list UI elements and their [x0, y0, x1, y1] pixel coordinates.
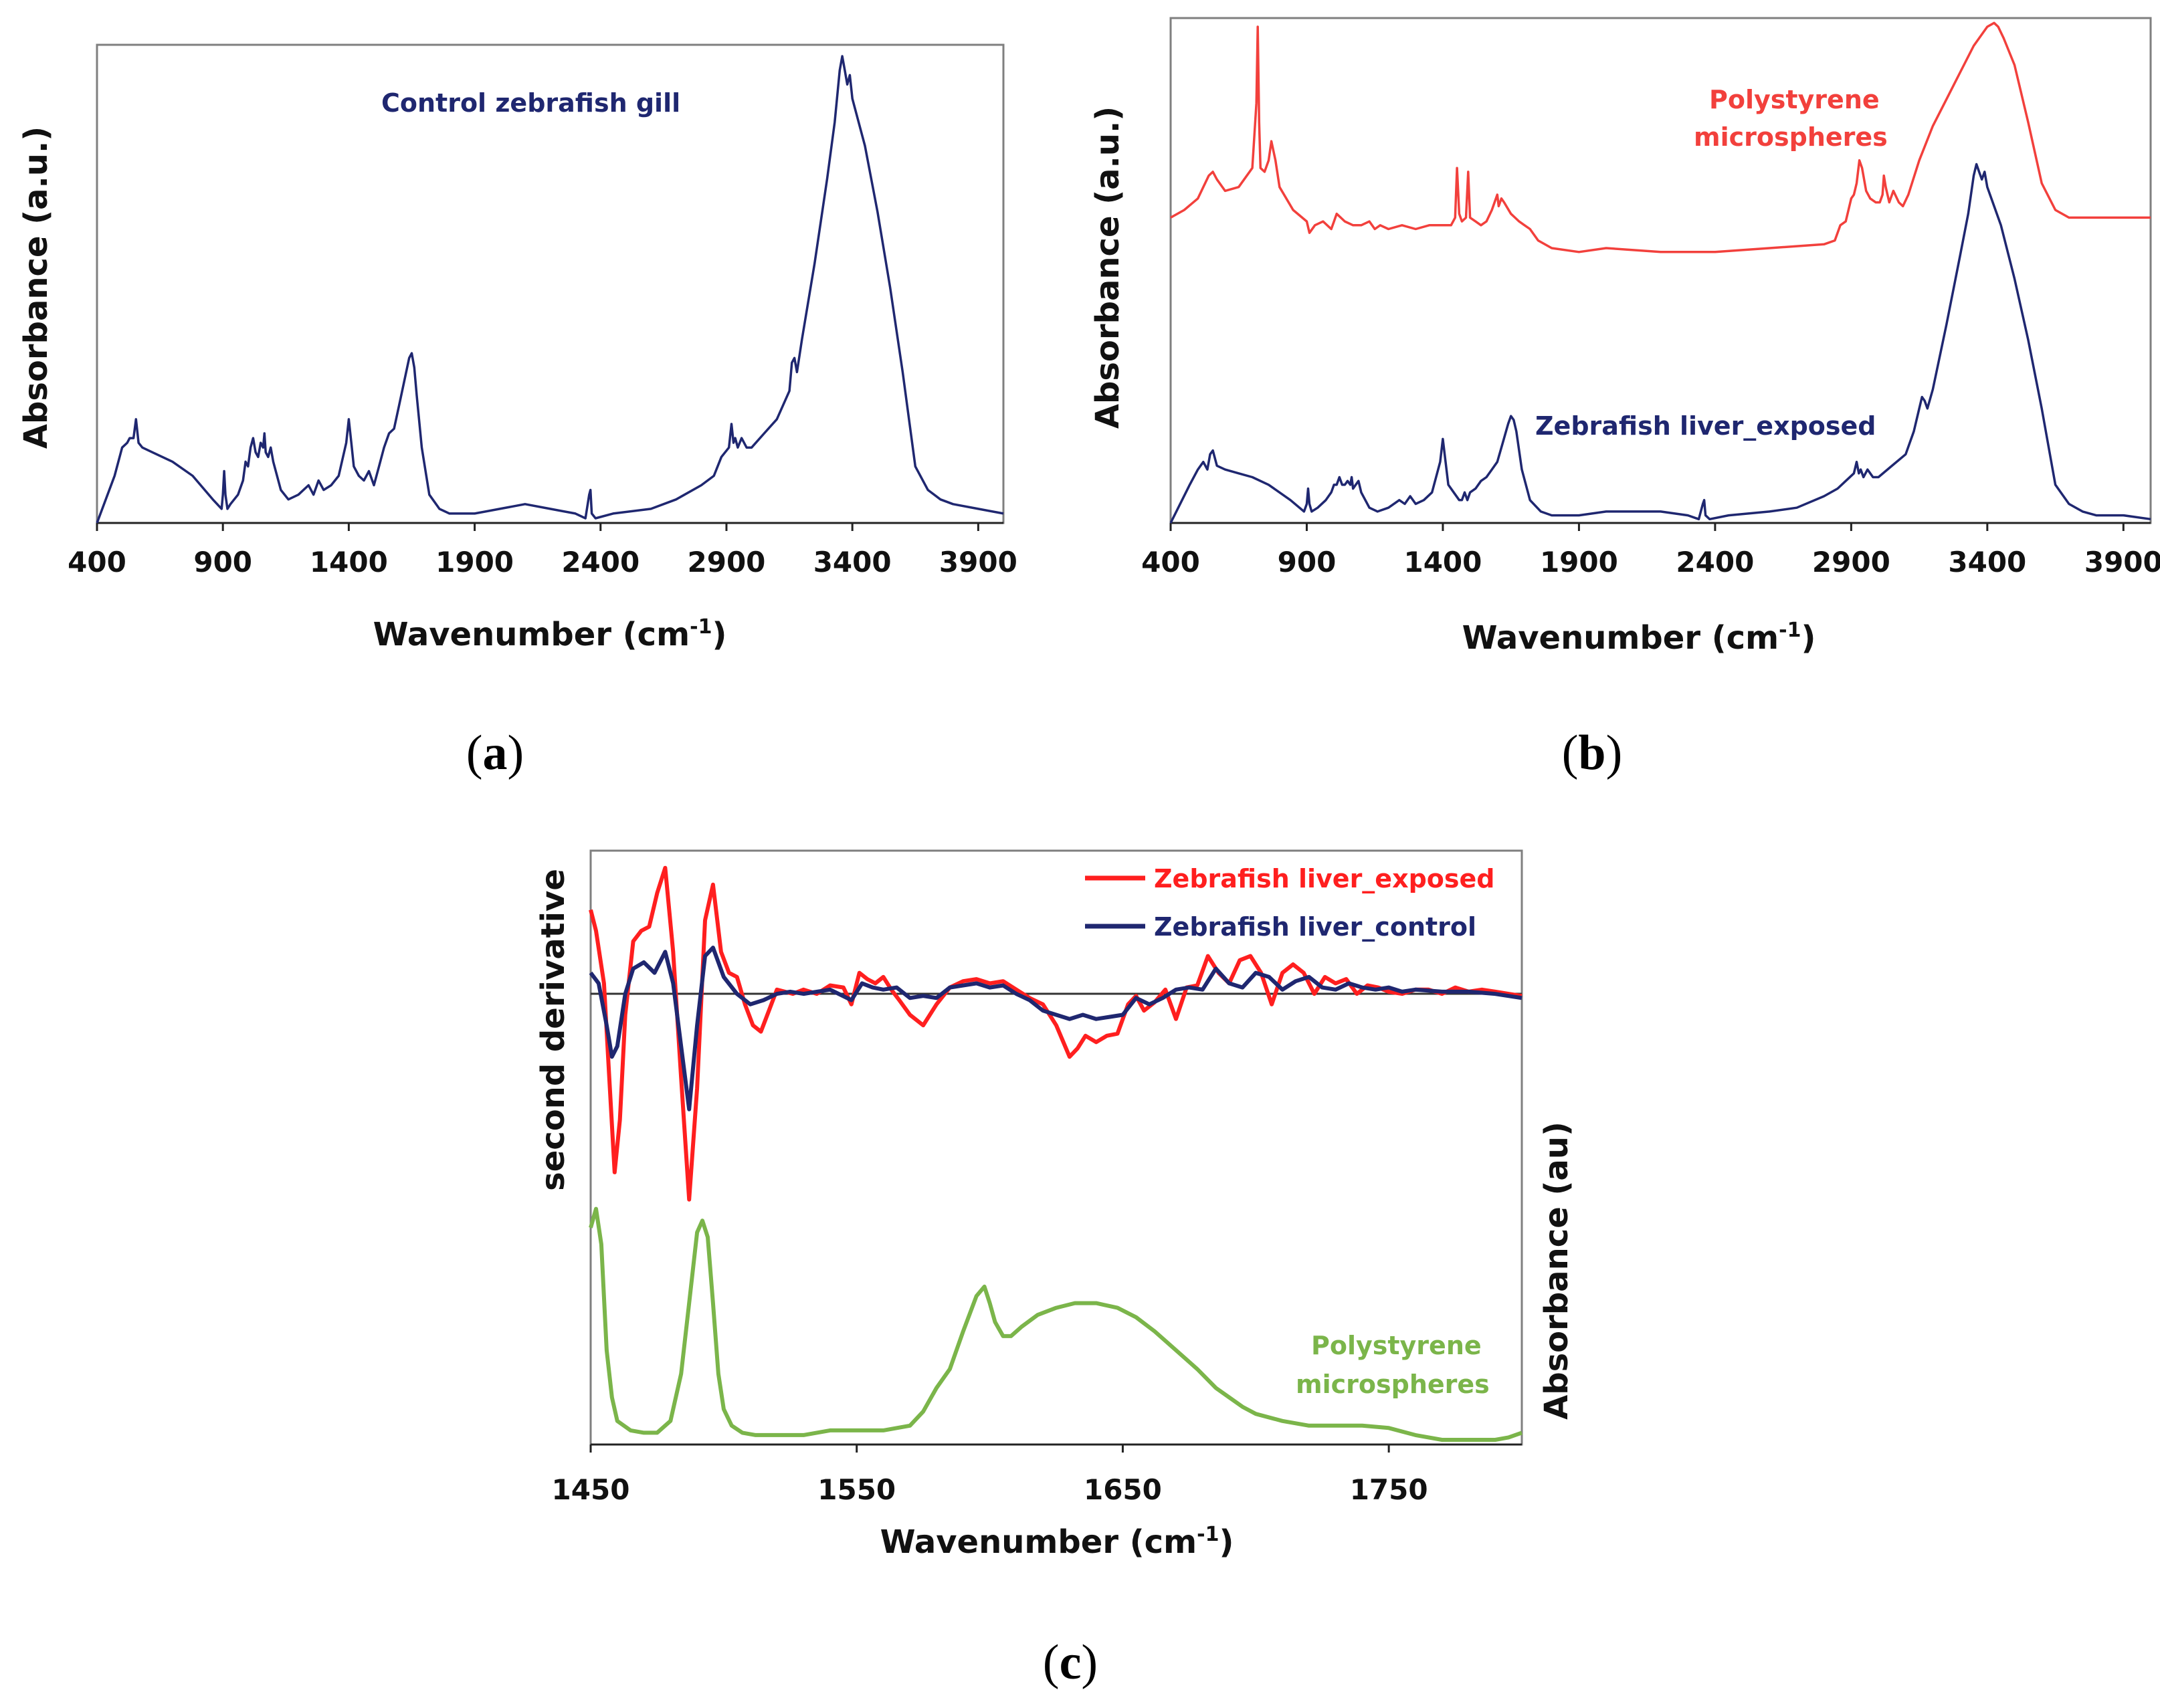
panel-c-legend-label-control: Zebrafish liver_control	[1154, 912, 1476, 942]
panel-c-legend-label-exposed: Zebrafish liver_exposed	[1154, 864, 1495, 893]
panel-c-x-tick-labels: 1450 1550 1650 1750	[552, 1473, 1428, 1506]
panel-b-y-axis-title: Absorbance (a.u.)	[1089, 106, 1126, 429]
panel-b-tick-label-900: 900	[1278, 546, 1337, 578]
panel-a-x-ticks	[96, 523, 979, 531]
panel-c-annotation-polystyrene-2: microspheres	[1296, 1370, 1490, 1399]
panel-c-y-axis-title-right: Absorbance (au)	[1538, 1122, 1575, 1420]
panel-c-x-ticks	[589, 1445, 1390, 1453]
panel-b-x-ticks	[1169, 523, 2125, 531]
panel-b-plot-frame	[1169, 17, 2152, 524]
panel-a-tick-label-900: 900	[193, 546, 252, 578]
panel-c-y-axis-title-left: second derivative	[534, 869, 572, 1191]
panel-c-legend: Zebrafish liver_exposed Zebrafish liver_…	[1085, 864, 1495, 942]
panel-a-tick-label-3900: 3900	[939, 546, 1017, 578]
panel-c: 1450 1550 1650 1750 Zebrafish liver_exposed…	[534, 849, 1575, 1690]
panel-c-series-polystyrene	[589, 1206, 1523, 1442]
panel-b-series-liver-exposed	[1169, 163, 2151, 524]
panel-a-y-axis-title: Absorbance (a.u.)	[17, 126, 55, 449]
panel-a-series-control-gill	[96, 55, 1004, 524]
panel-b: 400 900 1400 1900 2400 2900 3400 3900 Polystyre…	[1089, 17, 2160, 780]
panel-c-tick-label-1750: 1750	[1350, 1473, 1428, 1506]
panel-a-x-tick-labels: 400 900 1400 1900 2400 2900 3400 3900	[68, 546, 1017, 578]
panel-a-tick-label-2900: 2900	[688, 546, 766, 578]
panel-b-annotation-liver-exposed: Zebrafish liver_exposed	[1535, 411, 1876, 441]
panel-a-label: (a)	[466, 726, 524, 780]
panel-a-tick-label-3400: 3400	[813, 546, 892, 578]
panel-a-tick-label-1900: 1900	[435, 546, 514, 578]
panel-c-tick-label-1450: 1450	[552, 1473, 630, 1506]
panel-b-tick-label-400: 400	[1141, 546, 1200, 578]
panel-b-label: (b)	[1562, 726, 1622, 780]
panel-c-series-liver-control	[589, 946, 1523, 1111]
panel-a-tick-label-400: 400	[68, 546, 126, 578]
panel-b-annotation-polystyrene-2: microspheres	[1694, 122, 1888, 152]
panel-c-tick-label-1650: 1650	[1084, 1473, 1162, 1506]
panel-b-x-axis-title: Wavenumber (cm-1)	[1462, 619, 1816, 657]
panel-b-tick-label-3400: 3400	[1948, 546, 2026, 578]
panel-c-tick-label-1550: 1550	[817, 1473, 896, 1506]
panel-c-series-liver-exposed	[589, 865, 1523, 1202]
panel-b-tick-label-2400: 2400	[1676, 546, 1754, 578]
panel-b-tick-label-1900: 1900	[1540, 546, 1618, 578]
panel-c-x-axis-title: Wavenumber (cm-1)	[880, 1523, 1234, 1561]
panel-b-annotation-polystyrene-1: Polystyrene	[1709, 85, 1880, 114]
panel-c-label: (c)	[1043, 1635, 1098, 1690]
panel-c-annotation-polystyrene-1: Polystyrene	[1311, 1331, 1482, 1360]
panel-a-x-axis-title: Wavenumber (cm-1)	[373, 615, 727, 653]
panel-a-tick-label-1400: 1400	[310, 546, 388, 578]
panel-b-tick-label-3900: 3900	[2084, 546, 2160, 578]
panel-a-tick-label-2400: 2400	[561, 546, 640, 578]
panel-b-series-polystyrene	[1170, 21, 2151, 253]
panel-a: 400 900 1400 1900 2400 2900 3400 3900 Control z…	[17, 43, 1017, 780]
panel-b-tick-label-2900: 2900	[1812, 546, 1890, 578]
panel-b-x-tick-labels: 400 900 1400 1900 2400 2900 3400 3900	[1141, 546, 2160, 578]
panel-a-annotation-control-gill: Control zebrafish gill	[381, 88, 680, 118]
panel-b-tick-label-1400: 1400	[1403, 546, 1482, 578]
